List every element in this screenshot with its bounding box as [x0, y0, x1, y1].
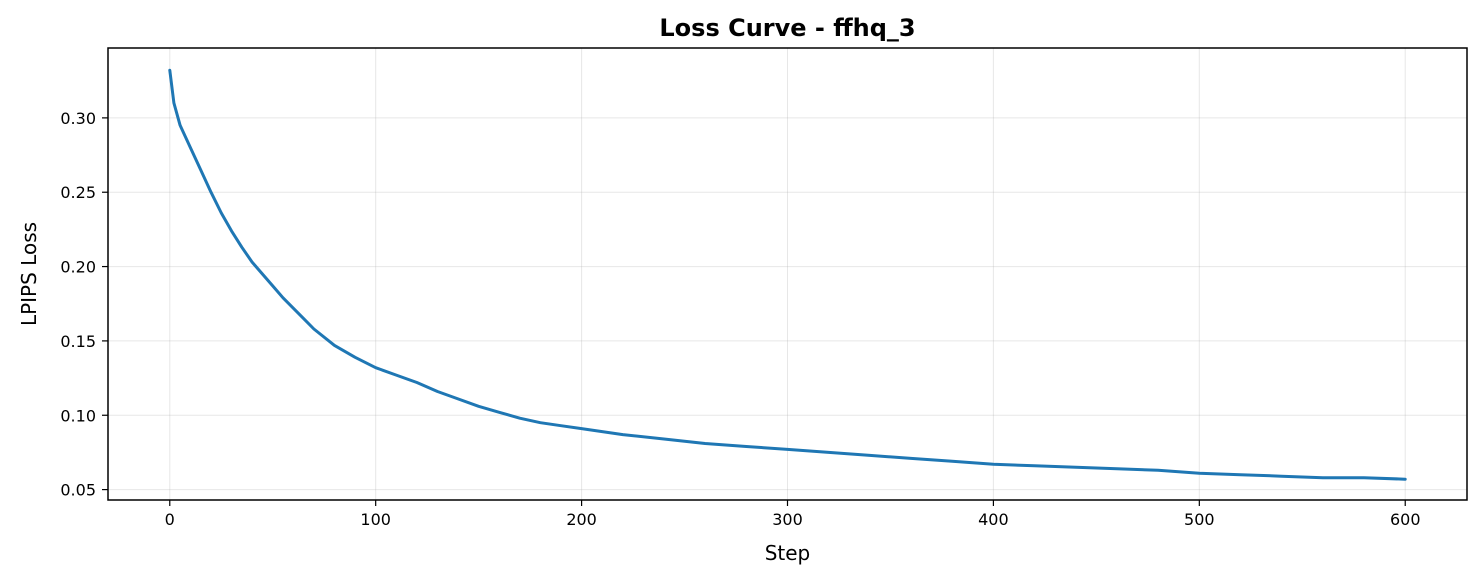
x-axis-label: Step	[765, 541, 811, 565]
chart-title: Loss Curve - ffhq_3	[659, 14, 915, 42]
y-tick-label: 0.20	[60, 258, 96, 277]
y-axis-label: LPIPS Loss	[17, 222, 41, 326]
x-tick-label: 200	[566, 510, 597, 529]
y-tick-label: 0.30	[60, 109, 96, 128]
y-tick-label: 0.05	[60, 481, 96, 500]
y-tick-label: 0.10	[60, 406, 96, 425]
y-tick-label: 0.15	[60, 332, 96, 351]
x-tick-label: 600	[1390, 510, 1421, 529]
x-tick-label: 300	[772, 510, 803, 529]
loss-series-line	[168, 68, 1407, 481]
ticks-layer: 0 100 200 300 400 500 600 0.05 0.10 0.15 0.20 0.25 0…	[60, 109, 1420, 529]
x-tick-label: 100	[360, 510, 391, 529]
y-tick-label: 0.25	[60, 183, 96, 202]
grid-layer	[108, 48, 1467, 500]
x-tick-label: 0	[165, 510, 175, 529]
series-layer	[168, 68, 1407, 481]
x-tick-label: 500	[1184, 510, 1215, 529]
x-tick-label: 400	[978, 510, 1009, 529]
